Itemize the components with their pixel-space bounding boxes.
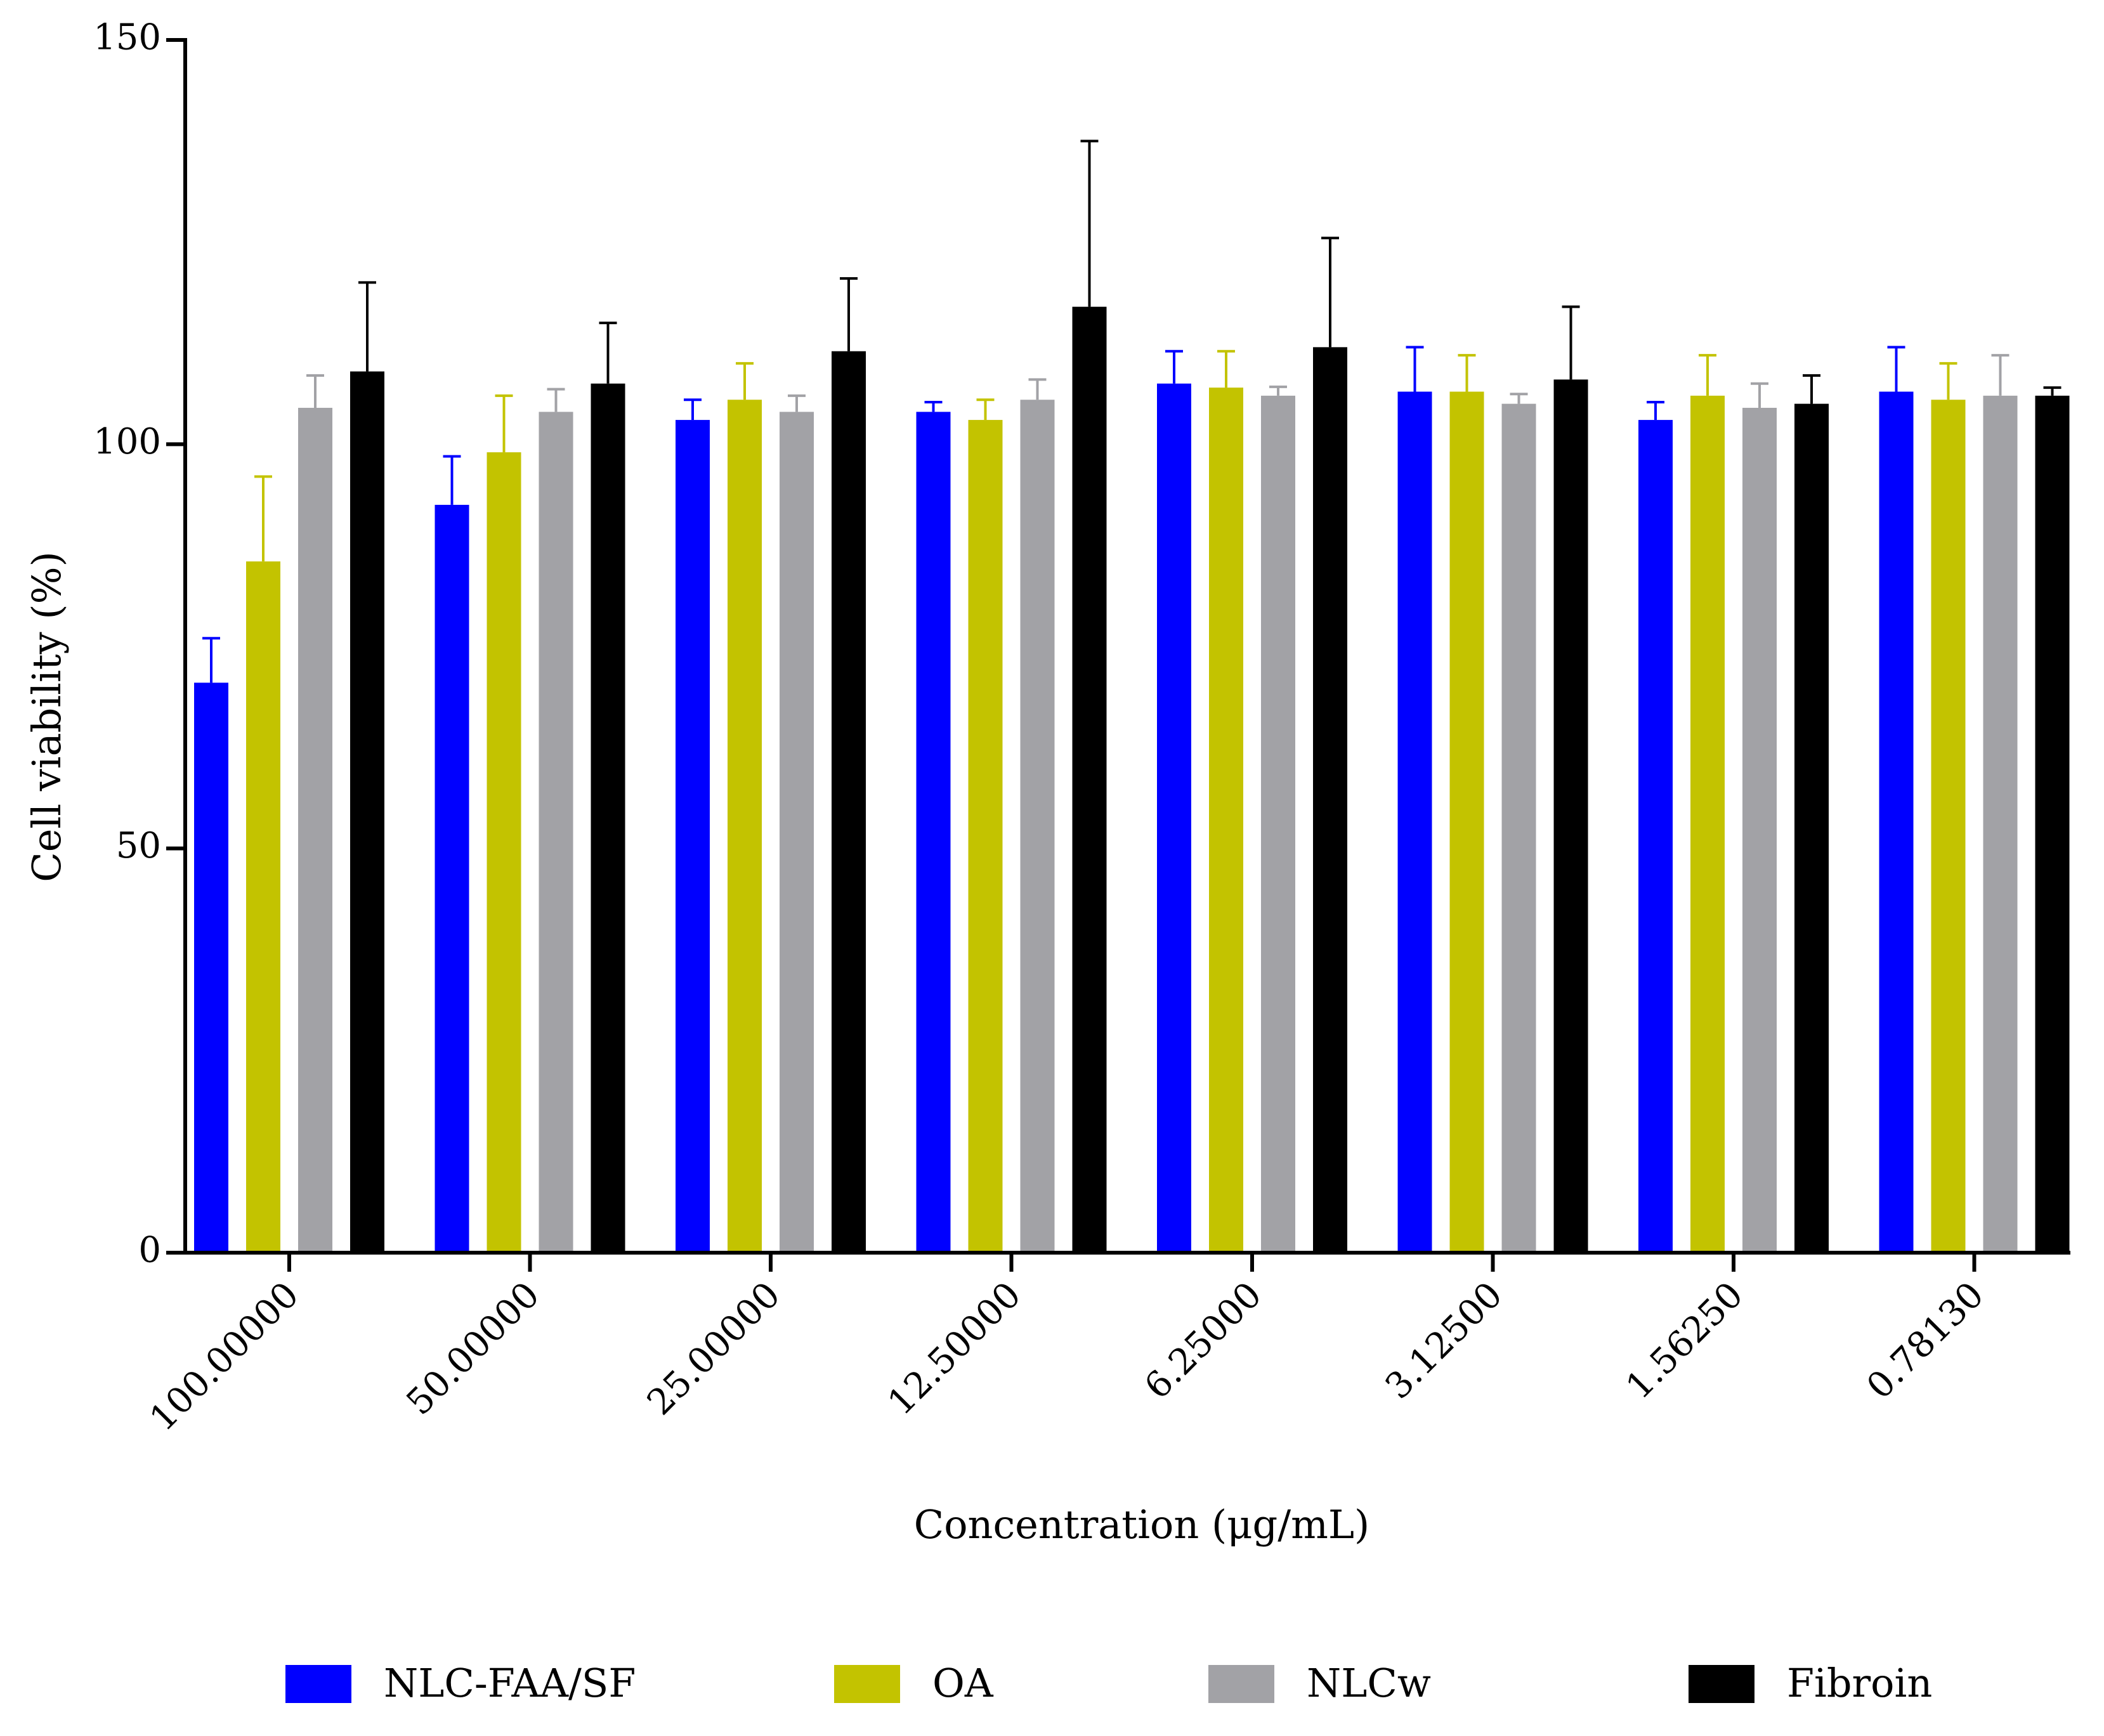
bar-nlcw-2 <box>780 412 814 1253</box>
legend-label-nlcw: NLCw <box>1307 1660 1431 1706</box>
bar-fibroin-5 <box>1553 379 1588 1253</box>
y-axis-title: Cell viability (%) <box>23 551 70 882</box>
bar-nlc-faa-sf-7 <box>1879 391 1914 1253</box>
x-tick-label-0: 100.00000 <box>142 1274 307 1439</box>
bar-fibroin-7 <box>2035 395 2070 1253</box>
bars-layer <box>194 306 2070 1253</box>
axes-layer <box>183 38 2070 1255</box>
bar-fibroin-0 <box>350 371 384 1253</box>
bar-oa-6 <box>1690 395 1725 1253</box>
legend-swatch-fibroin <box>1689 1665 1754 1703</box>
x-tick-label-6: 1.56250 <box>1618 1274 1751 1407</box>
legend: NLC-FAA/SF OA NLCw Fibroin <box>285 1660 1932 1706</box>
bar-oa-2 <box>728 400 762 1253</box>
bar-oa-5 <box>1449 391 1484 1253</box>
bar-fibroin-6 <box>1794 403 1829 1253</box>
bar-oa-1 <box>487 452 521 1253</box>
x-axis-title: Concentration (μg/mL) <box>914 1501 1369 1548</box>
bar-nlcw-0 <box>298 407 332 1253</box>
bar-nlcw-6 <box>1742 407 1777 1253</box>
bar-nlc-faa-sf-3 <box>916 412 951 1253</box>
bar-nlcw-1 <box>539 412 573 1253</box>
bar-fibroin-4 <box>1313 347 1347 1253</box>
bar-nlc-faa-sf-2 <box>676 420 710 1253</box>
bar-nlc-faa-sf-5 <box>1397 391 1432 1253</box>
legend-label-nlc-faa-sf: NLC-FAA/SF <box>384 1660 636 1706</box>
x-tick-label-4: 6.25000 <box>1137 1274 1270 1407</box>
bar-nlcw-7 <box>1983 395 2018 1253</box>
x-tick-label-5: 3.12500 <box>1378 1274 1511 1407</box>
bar-oa-3 <box>968 420 1003 1253</box>
bar-fibroin-2 <box>832 351 866 1253</box>
bar-nlcw-5 <box>1501 403 1536 1253</box>
y-tick-label-150: 150 <box>93 17 161 58</box>
y-tick-label-50: 50 <box>116 825 161 866</box>
bar-oa-7 <box>1931 400 1966 1253</box>
bar-nlc-faa-sf-0 <box>194 682 228 1253</box>
x-tick-label-2: 25.00000 <box>639 1274 788 1423</box>
bar-oa-4 <box>1209 388 1243 1253</box>
bar-nlc-faa-sf-6 <box>1638 420 1673 1253</box>
bar-nlc-faa-sf-1 <box>435 504 469 1253</box>
x-tick-label-7: 0.78130 <box>1859 1274 1992 1407</box>
legend-label-oa: OA <box>932 1660 994 1706</box>
bar-oa-0 <box>246 561 280 1253</box>
bar-nlcw-4 <box>1261 395 1295 1253</box>
bar-fibroin-1 <box>591 383 625 1253</box>
legend-swatch-nlc-faa-sf <box>285 1665 351 1703</box>
y-tick-labels: 0 50 100 150 <box>93 17 185 1271</box>
x-tick-label-3: 12.50000 <box>880 1274 1029 1423</box>
legend-swatch-nlcw <box>1208 1665 1274 1703</box>
error-bars-layer <box>202 140 2062 683</box>
bar-nlcw-3 <box>1020 400 1055 1253</box>
y-tick-label-0: 0 <box>138 1230 161 1271</box>
bar-fibroin-3 <box>1072 306 1107 1253</box>
legend-swatch-oa <box>834 1665 900 1703</box>
y-tick-label-100: 100 <box>93 421 161 462</box>
bar-nlc-faa-sf-4 <box>1157 383 1191 1253</box>
x-tick-label-1: 50.00000 <box>398 1274 547 1423</box>
x-tick-labels: 100.00000 50.00000 25.00000 12.50000 6.25000… <box>142 1253 1992 1439</box>
legend-label-fibroin: Fibroin <box>1787 1660 1932 1706</box>
